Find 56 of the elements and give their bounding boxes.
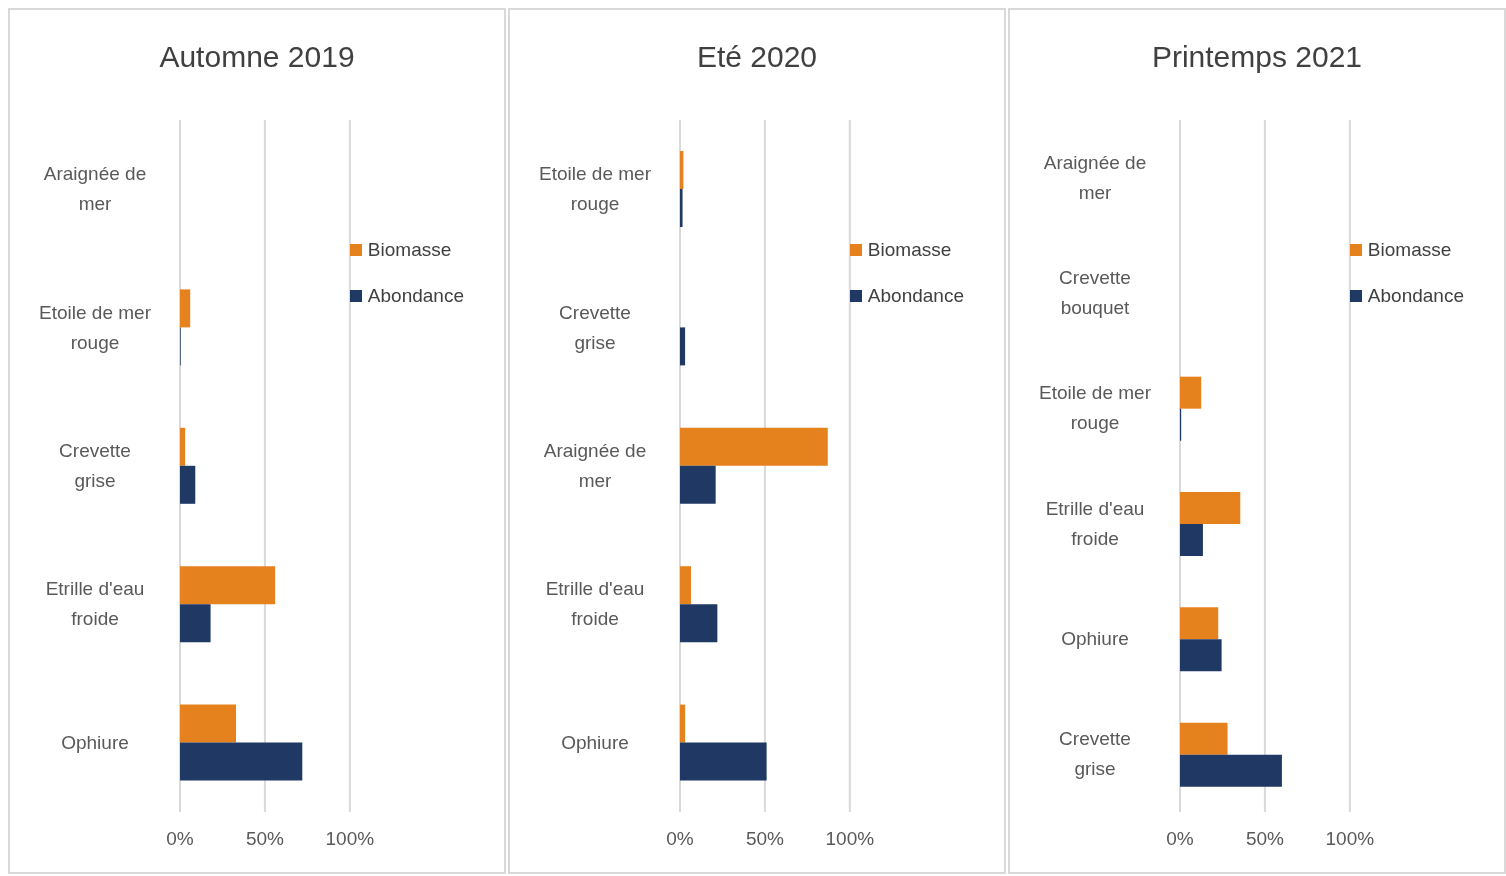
bar bbox=[680, 327, 686, 366]
x-tick-label: 100% bbox=[1325, 828, 1375, 850]
y-tick-label: Ophiure bbox=[1061, 628, 1129, 649]
x-tick-label: 50% bbox=[245, 828, 285, 850]
legend-label: Biomasse bbox=[1367, 238, 1452, 262]
bar bbox=[1180, 639, 1222, 672]
bar bbox=[180, 742, 303, 781]
y-tick-label: Crevette grise bbox=[559, 301, 631, 353]
x-tick-label: 50% bbox=[1245, 828, 1285, 850]
y-tick-label: Crevette grise bbox=[1059, 728, 1131, 780]
bar bbox=[180, 465, 196, 504]
x-tick-label: 50% bbox=[745, 828, 785, 850]
bar bbox=[1180, 524, 1203, 556]
bar bbox=[1180, 492, 1241, 524]
y-tick-label: Etoile de mer rouge bbox=[539, 163, 652, 215]
y-tick-label: Etrille d'eau froide bbox=[45, 578, 145, 630]
y-tick-label: Araignée de mer bbox=[43, 163, 147, 215]
bar bbox=[180, 427, 186, 466]
y-tick-label: Ophiure bbox=[61, 731, 129, 753]
x-tick-label: 0% bbox=[166, 828, 194, 850]
y-tick-label: Ophiure bbox=[561, 731, 629, 753]
bar bbox=[180, 289, 191, 328]
bar bbox=[180, 604, 211, 643]
bar bbox=[1180, 722, 1228, 755]
bar bbox=[680, 604, 718, 643]
legend-label: Abondance bbox=[1367, 284, 1464, 308]
bar bbox=[1180, 754, 1282, 787]
x-tick-label: 0% bbox=[666, 828, 694, 850]
bar bbox=[680, 427, 828, 466]
legend-label: Biomasse bbox=[367, 238, 452, 262]
bar bbox=[680, 742, 767, 781]
bar bbox=[680, 189, 683, 227]
legend-label: Biomasse bbox=[867, 238, 952, 262]
x-tick-label: 0% bbox=[1166, 828, 1194, 850]
y-tick-label: Etrille d'eau froide bbox=[1045, 497, 1145, 549]
y-tick-label: Etrille d'eau froide bbox=[545, 578, 645, 630]
bar bbox=[180, 704, 237, 743]
legend-label: Abondance bbox=[367, 284, 464, 308]
bar bbox=[180, 566, 276, 605]
x-tick-label: 100% bbox=[825, 828, 875, 850]
bar bbox=[1180, 376, 1202, 409]
y-tick-label: Crevette bouquet bbox=[1059, 267, 1131, 318]
bar bbox=[1180, 607, 1219, 640]
bar bbox=[680, 566, 692, 605]
y-tick-label: Araignée de mer bbox=[543, 440, 647, 491]
legend-label: Abondance bbox=[867, 284, 964, 308]
y-tick-label: Etoile de mer rouge bbox=[1039, 382, 1152, 434]
chart-title: Eté 2020 bbox=[695, 40, 819, 75]
chart-title: Printemps 2021 bbox=[1150, 40, 1364, 75]
chart-title: Automne 2019 bbox=[158, 40, 356, 75]
y-tick-label: Araignée de mer bbox=[1043, 151, 1147, 203]
bar bbox=[680, 704, 686, 743]
x-tick-label: 100% bbox=[325, 828, 375, 850]
y-tick-label: Crevette grise bbox=[59, 440, 131, 491]
bar bbox=[680, 465, 716, 504]
y-tick-label: Etoile de mer rouge bbox=[39, 301, 152, 353]
